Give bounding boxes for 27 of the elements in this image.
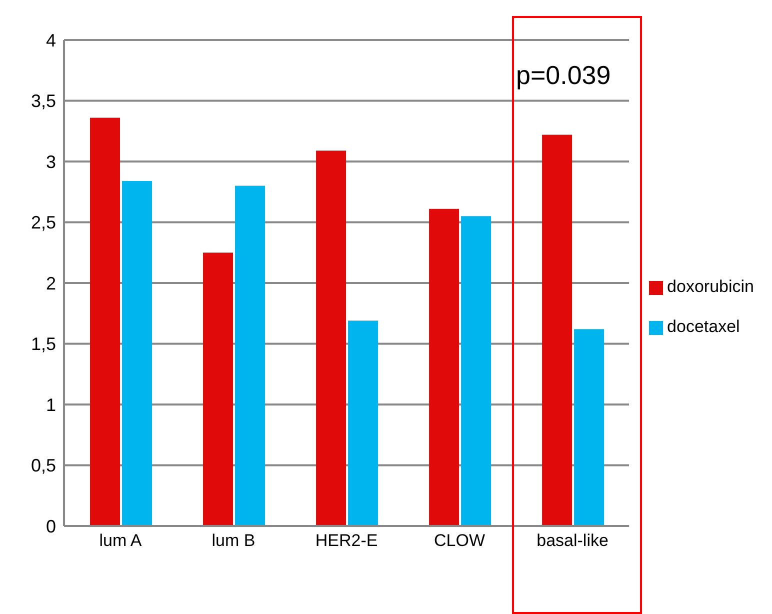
bar — [542, 134, 572, 526]
bar — [235, 186, 266, 526]
bar — [122, 180, 152, 526]
y-tick-label: 0,5 — [30, 456, 56, 476]
x-tick-label: lum A — [99, 531, 142, 550]
y-tick-label: 4 — [46, 30, 56, 50]
bar — [203, 252, 234, 526]
x-tick-label: basal-like — [536, 531, 608, 550]
bar — [348, 320, 378, 526]
bar — [574, 329, 604, 526]
bar — [461, 216, 492, 526]
x-tick-label: CLOW — [434, 531, 486, 550]
legend-label: doxorubicin — [667, 277, 754, 296]
y-tick-label: 2 — [46, 273, 56, 294]
y-tick-label: 0 — [46, 516, 56, 536]
bar — [316, 150, 346, 526]
bar — [90, 118, 120, 526]
bar — [429, 208, 460, 526]
y-tick-label: 1,5 — [30, 334, 56, 354]
y-tick-label: 3,5 — [30, 91, 56, 112]
legend-label: docetaxel — [667, 317, 740, 336]
x-tick-label: HER2-E — [315, 531, 378, 550]
y-tick-label: 2,5 — [30, 212, 56, 233]
y-tick-label: 1 — [46, 394, 56, 415]
annotation: p=0.039 — [516, 60, 611, 91]
y-tick-label: 3 — [46, 152, 56, 172]
x-tick-label: lum B — [212, 531, 256, 550]
